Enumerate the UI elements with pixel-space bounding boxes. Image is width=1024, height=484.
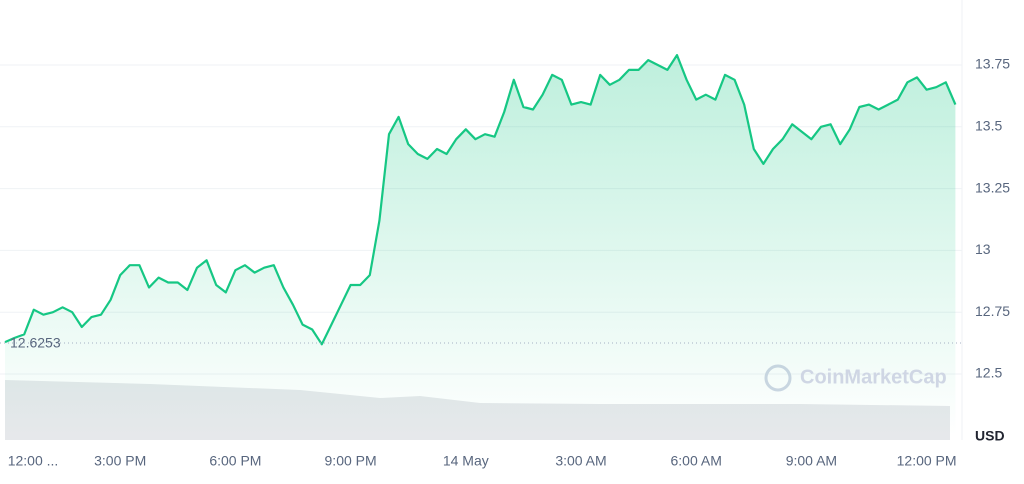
y-tick-label: 13: [975, 241, 991, 257]
y-tick-label: 13.5: [975, 118, 1002, 134]
x-tick-label: 14 May: [443, 453, 489, 469]
y-axis-label: USD: [975, 428, 1005, 444]
x-tick-label: 12:00 ...: [8, 453, 59, 469]
watermark: CoinMarketCap: [800, 366, 947, 388]
x-tick-label: 3:00 AM: [555, 453, 606, 469]
y-tick-label: 12.75: [975, 303, 1010, 319]
x-tick-label: 6:00 AM: [671, 453, 722, 469]
x-tick-label: 9:00 PM: [325, 453, 377, 469]
x-tick-label: 3:00 PM: [94, 453, 146, 469]
y-tick-label: 13.25: [975, 179, 1010, 195]
area: [5, 55, 956, 436]
reference-label: 12.6253: [10, 335, 61, 351]
y-tick-label: 12.5: [975, 365, 1002, 381]
x-tick-label: 12:00 PM: [897, 453, 957, 469]
x-tick-label: 6:00 PM: [209, 453, 261, 469]
x-tick-label: 9:00 AM: [786, 453, 837, 469]
price-line: [4, 54, 957, 346]
y-tick-label: 13.75: [975, 56, 1010, 72]
